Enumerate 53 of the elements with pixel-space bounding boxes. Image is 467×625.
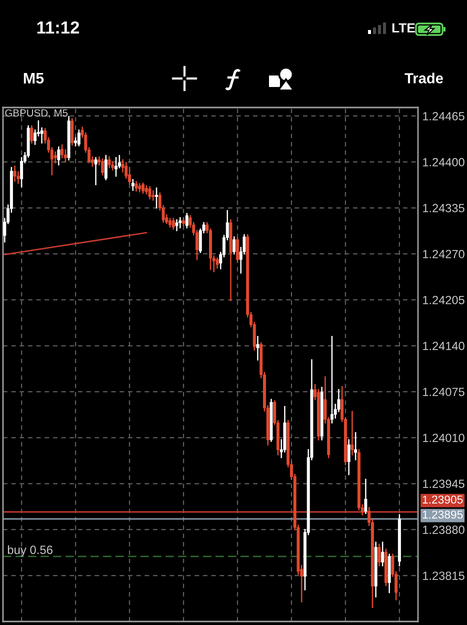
candlestick: [175, 219, 178, 232]
y-tick-label: 1.24075: [423, 388, 464, 396]
candlestick: [172, 218, 175, 230]
candlestick: [13, 166, 16, 182]
y-tick-label: 1.24140: [423, 342, 464, 350]
candlestick: [152, 190, 155, 201]
candlestick: [131, 178, 134, 191]
candlestick: [101, 158, 104, 176]
chart-title: GBPUSD, M5: [5, 109, 68, 118]
candlestick: [232, 236, 236, 254]
candlestick: [138, 183, 142, 192]
candlestick: [114, 157, 118, 177]
candlestick: [155, 187, 158, 209]
y-tick-label: 1.24400: [423, 158, 464, 166]
candlestick: [236, 236, 239, 262]
candlestick: [378, 544, 381, 566]
candlestick: [70, 118, 74, 146]
text: 11:12: [37, 21, 80, 34]
candlestick: [354, 432, 358, 460]
candlestick: [30, 125, 34, 144]
candlestick: [216, 257, 219, 269]
candlestick: [108, 156, 111, 168]
text: Trade: [404, 72, 443, 84]
ref-line-label: 1.23905: [422, 496, 463, 504]
y-tick-label: 1.23945: [423, 480, 464, 488]
ref-line-label: buy 0.56: [8, 545, 52, 556]
y-tick-label: 1.23880: [423, 526, 464, 534]
candlestick: [185, 212, 188, 228]
candlestick: [94, 157, 98, 186]
y-tick-label: 1.24270: [423, 250, 464, 258]
ref-line-label: 1.23895: [422, 510, 463, 519]
y-tick-label: 1.24465: [423, 112, 464, 120]
candlestick: [54, 151, 57, 164]
y-tick-label: 1.23815: [423, 572, 464, 580]
y-tick-label: 1.24335: [423, 204, 464, 212]
y-tick-label: 1.24010: [423, 434, 464, 442]
candlestick: [142, 182, 145, 194]
candlestick: [77, 130, 80, 146]
candlestick: [350, 410, 354, 456]
candlestick: [104, 154, 108, 180]
candlestick: [381, 542, 384, 566]
candlestick: [57, 146, 60, 166]
candlestick: [178, 217, 182, 228]
candlestick: [134, 181, 138, 192]
candlestick: [60, 144, 64, 158]
y-tick-label: 1.24205: [423, 296, 464, 304]
candlestick: [148, 186, 152, 200]
text: LTE: [392, 23, 415, 32]
candlestick: [256, 336, 260, 361]
candlestick: [364, 478, 368, 514]
candlestick: [347, 439, 350, 476]
candlestick: [330, 336, 334, 424]
text: M5: [24, 72, 44, 84]
